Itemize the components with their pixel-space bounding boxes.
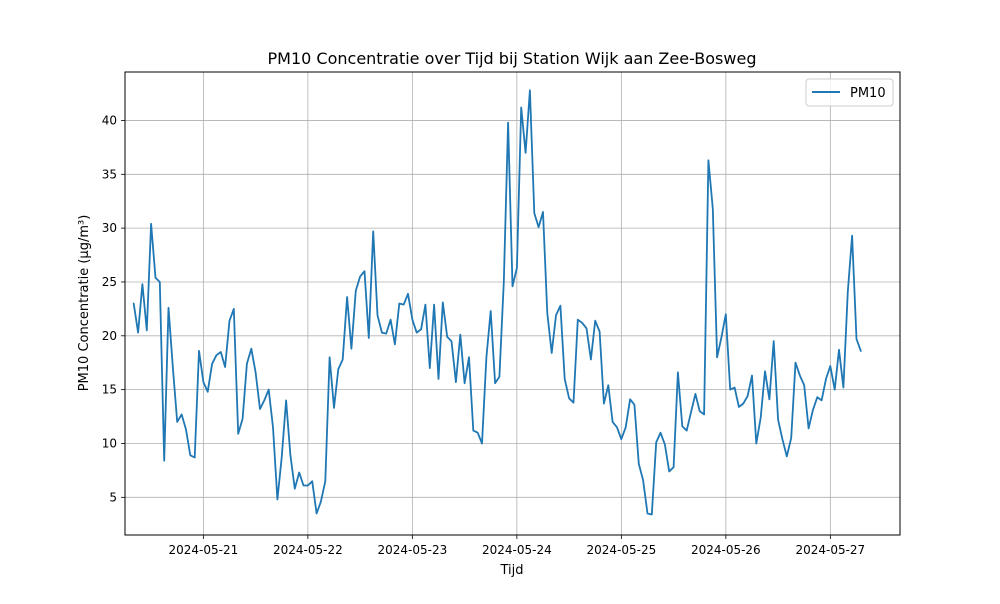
series-layer [132, 89, 862, 516]
series-line-pm10 [132, 89, 862, 516]
y-tick-label: 20 [102, 329, 117, 343]
y-tick-label: 30 [102, 221, 117, 235]
y-axis-ticks: 5 10 15 20 25 30 35 40 [102, 113, 125, 504]
y-tick-label: 25 [102, 275, 117, 289]
y-tick-label: 15 [102, 383, 117, 397]
x-axis-label: Tijd [499, 563, 523, 578]
x-tick-label: 2024-05-27 [795, 543, 865, 557]
x-tick-label: 2024-05-25 [586, 543, 656, 557]
legend: PM10 [805, 78, 894, 107]
legend-box [805, 78, 894, 107]
y-tick-label: 40 [102, 113, 117, 127]
chart-title: PM10 Concentratie over Tijd bij Station … [268, 49, 757, 68]
y-axis-label: PM10 Concentratie (µg/m³) [77, 215, 92, 392]
x-tick-label: 2024-05-22 [273, 543, 343, 557]
x-tick-label: 2024-05-23 [377, 543, 447, 557]
y-tick-label: 35 [102, 167, 117, 181]
x-tick-label: 2024-05-26 [691, 543, 761, 557]
y-tick-label: 5 [109, 490, 117, 504]
y-tick-label: 10 [102, 436, 117, 450]
plot-frame [124, 71, 901, 536]
x-tick-label: 2024-05-21 [168, 543, 238, 557]
x-axis-ticks: 2024-05-21 2024-05-22 2024-05-23 2024-05-24… [168, 535, 865, 557]
legend-label-pm10: PM10 [850, 86, 886, 101]
x-tick-label: 2024-05-24 [482, 543, 552, 557]
